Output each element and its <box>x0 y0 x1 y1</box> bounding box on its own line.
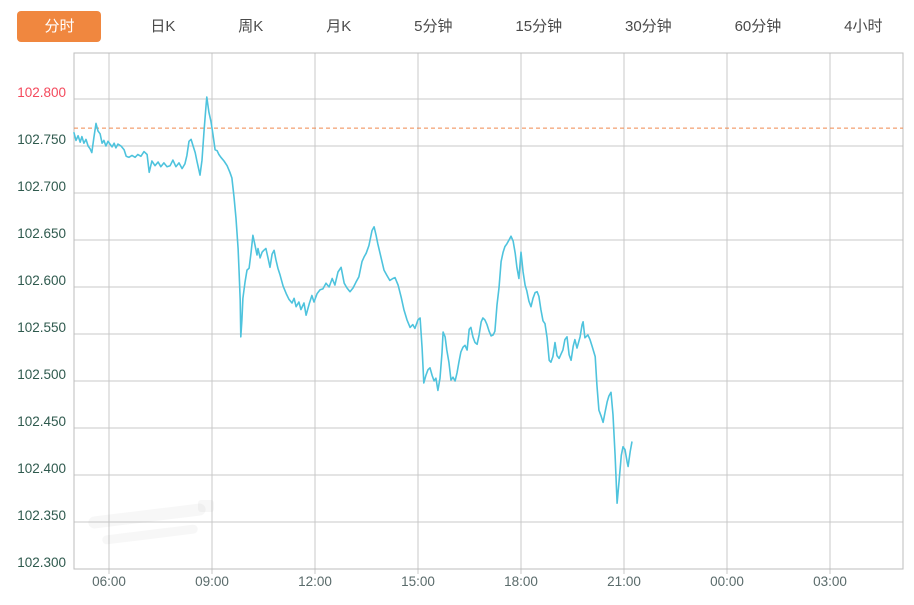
x-axis-label: 00:00 <box>710 574 744 589</box>
tab-daily-k[interactable]: 日K <box>150 17 176 35</box>
x-axis-label: 18:00 <box>504 574 538 589</box>
x-axis-label: 12:00 <box>298 574 332 589</box>
tab-60min[interactable]: 60分钟 <box>734 17 782 35</box>
tab-minute-line[interactable]: 分时 <box>17 10 102 42</box>
y-axis-label: 102.600 <box>17 273 66 288</box>
chart-frame <box>73 52 904 570</box>
tab-monthly-k[interactable]: 月K <box>326 17 352 35</box>
y-axis-label: 102.650 <box>17 226 66 241</box>
tab-15min[interactable]: 15分钟 <box>515 17 563 35</box>
y-axis-label: 102.700 <box>17 179 66 194</box>
y-axis-label: 102.750 <box>17 132 66 147</box>
x-axis-label: 06:00 <box>92 574 126 589</box>
y-axis-label: 102.400 <box>17 461 66 476</box>
y-axis-label: 102.300 <box>17 555 66 570</box>
y-axis-label: 102.550 <box>17 320 66 335</box>
y-axis-label: 102.350 <box>17 508 66 523</box>
x-axis-label: 09:00 <box>195 574 229 589</box>
timeframe-tabbar: 分时 日K 周K 月K 5分钟 15分钟 30分钟 60分钟 4小时 <box>0 0 914 52</box>
price-line <box>73 96 633 505</box>
x-axis-label: 21:00 <box>607 574 641 589</box>
tab-4hour[interactable]: 4小时 <box>844 17 883 35</box>
tab-5min[interactable]: 5分钟 <box>414 17 453 35</box>
y-axis-label: 102.500 <box>17 367 66 382</box>
y-axis-label: 102.800 <box>17 85 66 100</box>
x-axis-label: 15:00 <box>401 574 435 589</box>
tab-weekly-k[interactable]: 周K <box>238 17 264 35</box>
tab-30min[interactable]: 30分钟 <box>624 17 672 35</box>
x-axis-label: 03:00 <box>813 574 847 589</box>
y-axis-label: 102.450 <box>17 414 66 429</box>
